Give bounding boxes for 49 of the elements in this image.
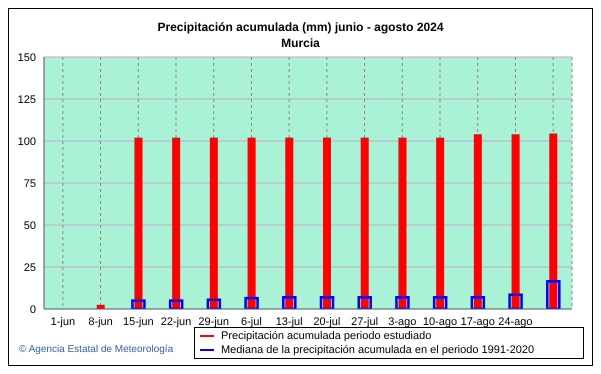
x-tick-label: 27-jul — [351, 316, 378, 328]
bar — [134, 138, 142, 309]
bar — [470, 296, 486, 309]
y-tick-label: 125 — [18, 94, 36, 106]
bar — [172, 138, 180, 309]
x-tick-label: 6-jul — [241, 316, 262, 328]
legend-label: Precipitación acumulada periodo estudiado — [221, 329, 432, 343]
x-tick-label: 24-ago — [498, 316, 533, 328]
x-tick-label: 3-ago — [388, 316, 416, 328]
bar — [474, 134, 482, 309]
bar — [206, 298, 222, 309]
bar — [432, 296, 448, 309]
bar — [546, 280, 561, 309]
bar — [131, 299, 146, 309]
y-tick-label: 0 — [30, 304, 36, 316]
x-tick-label: 17-ago — [460, 316, 495, 328]
bar — [357, 296, 372, 309]
y-tick-label: 75 — [24, 178, 36, 190]
x-tick-label: 1-jun — [50, 316, 76, 328]
bar — [512, 134, 520, 309]
x-tick-label: 13-jul — [276, 316, 303, 328]
legend-label: Mediana de la precipitación acumulada en el periodo 1991-2020 — [221, 343, 534, 357]
y-tick-label: 150 — [18, 52, 36, 64]
bar — [395, 296, 410, 309]
x-tick-label: 8-jun — [88, 316, 113, 328]
y-tick-label: 25 — [24, 262, 36, 274]
x-tick-label: 22-jun — [160, 316, 192, 328]
y-tick-label: 100 — [18, 136, 36, 148]
bar — [508, 293, 523, 309]
chart-title: Precipitación acumulada (mm) junio - agosto 2024 — [156, 19, 445, 35]
x-tick-label: 15-jun — [122, 316, 154, 328]
bar — [320, 296, 334, 309]
x-tick-label: 10-ago — [422, 316, 458, 328]
chart-subtitle: Murcia — [280, 35, 321, 51]
bar — [210, 138, 218, 309]
bar — [168, 299, 184, 309]
x-tick-label: 20-jul — [313, 316, 340, 328]
bar — [244, 296, 259, 309]
bar — [282, 296, 297, 309]
bar — [549, 133, 558, 309]
bar — [248, 138, 256, 309]
bar — [323, 138, 331, 309]
bar — [285, 138, 294, 309]
text: © Agencia Estatal de Meteorología — [19, 344, 174, 355]
x-tick-label: 29-jun — [198, 316, 230, 328]
bar — [360, 138, 369, 309]
bar — [436, 138, 444, 309]
bar — [398, 138, 406, 309]
y-tick-label: 50 — [24, 220, 36, 232]
